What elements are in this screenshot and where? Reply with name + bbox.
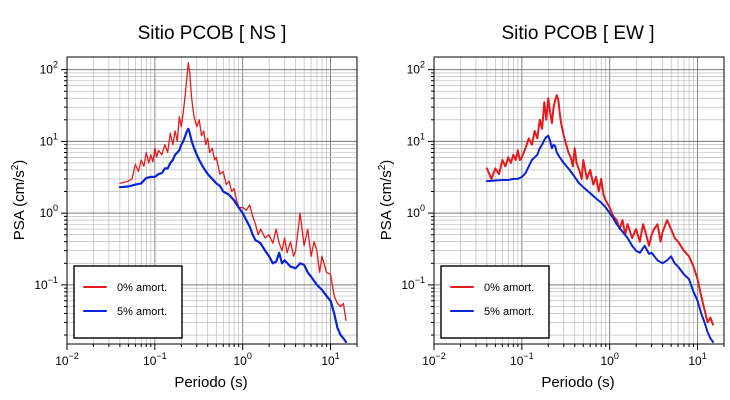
y-axis-label-tail: ) xyxy=(11,160,28,165)
y-tick-label-exp: −1 xyxy=(48,275,58,285)
psa-chart-ew: Sitio PCOB [ EW ] 10−2 10−1 100 10110−11001… xyxy=(377,23,725,391)
x-tick-label: 100 xyxy=(234,351,252,368)
series-group xyxy=(485,94,714,343)
y-tick-label-base: 10 xyxy=(401,278,415,292)
x-tick-label-base: 10 xyxy=(321,354,335,368)
grid xyxy=(66,57,358,344)
x-axis-label: Periodo (s) xyxy=(174,374,247,391)
y-tick-label-base: 10 xyxy=(34,278,48,292)
plot-frame xyxy=(66,56,358,345)
x-tick-label: 101 xyxy=(688,351,706,368)
y-axis-label-main: PSA (cm/s xyxy=(11,170,28,240)
plot-frame xyxy=(433,56,725,345)
y-tick-label-base: 10 xyxy=(40,206,54,220)
y-tick-label: 102 xyxy=(407,60,425,77)
y-axis-label-tail: ) xyxy=(378,160,395,165)
y-tick-label: 101 xyxy=(407,131,425,148)
x-tick-label-exp: 1 xyxy=(335,351,340,361)
x-tick-label-base: 10 xyxy=(55,354,69,368)
x-tick-label: 10−2 xyxy=(55,351,79,368)
y-tick-label-exp: 1 xyxy=(53,131,58,141)
y-tick-label-exp: −1 xyxy=(415,275,425,285)
x-axis-label: Periodo (s) xyxy=(541,374,614,391)
chart-title: Sitio PCOB [ NS ] xyxy=(138,23,287,44)
x-tick-label: 100 xyxy=(601,351,619,368)
x-tick-label-exp: 0 xyxy=(247,351,252,361)
legend-box xyxy=(440,265,550,339)
series-group xyxy=(118,62,348,344)
x-tick-label: 10−1 xyxy=(143,351,167,368)
x-tick-label: 10−2 xyxy=(422,351,446,368)
x-tick-label-exp: 0 xyxy=(614,351,619,361)
y-tick-label: 102 xyxy=(40,60,58,77)
series-line-0pct xyxy=(119,62,347,322)
legend-label-0pct: 0% amort. xyxy=(484,282,534,294)
x-tick-label-base: 10 xyxy=(688,354,702,368)
legend-label-5pct: 5% amort. xyxy=(117,306,167,318)
series-line-5pct xyxy=(118,127,348,344)
series-line-5pct xyxy=(485,134,714,343)
y-axis-label-sup: 2 xyxy=(10,164,21,170)
legend-label-0pct: 0% amort. xyxy=(117,282,167,294)
psa-chart-ns: Sitio PCOB [ NS ] 10−2 10−1 100 10110−11001… xyxy=(10,23,358,391)
y-tick-label-base: 10 xyxy=(40,63,54,77)
y-tick-label-base: 10 xyxy=(40,134,54,148)
x-tick-label-exp: −1 xyxy=(156,351,166,361)
y-axis-label: PSA (cm/s2) xyxy=(377,160,395,241)
chart-title: Sitio PCOB [ EW ] xyxy=(501,23,654,44)
x-tick-label-base: 10 xyxy=(510,354,524,368)
x-tick-label-exp: −2 xyxy=(69,351,79,361)
y-tick-label-exp: 2 xyxy=(53,60,58,70)
x-tick-label-exp: −1 xyxy=(523,351,533,361)
legend: 0% amort. 5% amort. xyxy=(73,265,183,339)
y-axis-label-main: PSA (cm/s xyxy=(378,170,395,240)
y-tick-label-exp: 0 xyxy=(53,203,58,213)
x-tick-label: 10−1 xyxy=(510,351,534,368)
y-axis-label-sup: 2 xyxy=(377,164,388,170)
series-line-0pct xyxy=(485,94,714,326)
y-tick-label: 100 xyxy=(407,203,425,220)
y-tick-label-exp: 0 xyxy=(420,203,425,213)
x-tick-label-base: 10 xyxy=(422,354,436,368)
y-tick-label: 100 xyxy=(40,203,58,220)
y-tick-label-base: 10 xyxy=(407,134,421,148)
y-tick-label: 101 xyxy=(40,131,58,148)
legend-box xyxy=(73,265,183,339)
y-axis-label: PSA (cm/s2) xyxy=(10,160,28,241)
x-tick-label-base: 10 xyxy=(601,354,615,368)
x-tick-label-base: 10 xyxy=(234,354,248,368)
y-tick-label: 10−1 xyxy=(401,275,425,292)
y-tick-label: 10−1 xyxy=(34,275,58,292)
y-tick-label-base: 10 xyxy=(407,63,421,77)
legend: 0% amort. 5% amort. xyxy=(440,265,550,339)
x-tick-label-exp: 1 xyxy=(702,351,707,361)
x-tick-label: 101 xyxy=(321,351,339,368)
legend-label-5pct: 5% amort. xyxy=(484,306,534,318)
x-tick-label-base: 10 xyxy=(143,354,157,368)
y-tick-label-exp: 2 xyxy=(420,60,425,70)
x-tick-label-exp: −2 xyxy=(436,351,446,361)
y-tick-label-base: 10 xyxy=(407,206,421,220)
y-tick-label-exp: 1 xyxy=(420,131,425,141)
